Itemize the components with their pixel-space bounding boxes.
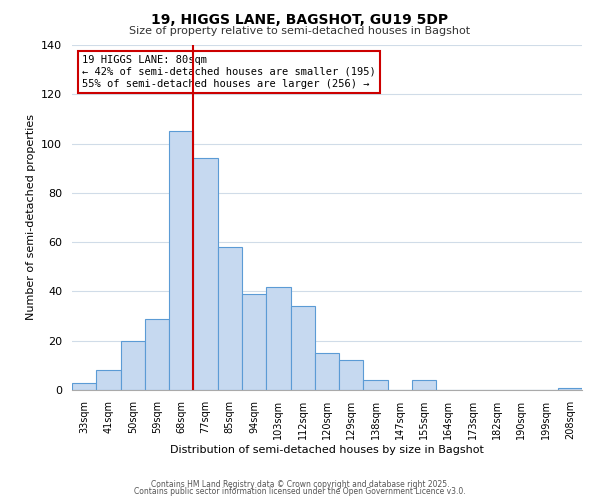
X-axis label: Distribution of semi-detached houses by size in Bagshot: Distribution of semi-detached houses by … — [170, 444, 484, 454]
Text: Size of property relative to semi-detached houses in Bagshot: Size of property relative to semi-detach… — [130, 26, 470, 36]
Bar — [315, 353, 339, 390]
Bar — [242, 294, 266, 390]
Bar — [218, 247, 242, 390]
Text: 19 HIGGS LANE: 80sqm
← 42% of semi-detached houses are smaller (195)
55% of semi: 19 HIGGS LANE: 80sqm ← 42% of semi-detac… — [82, 56, 376, 88]
Bar — [558, 388, 582, 390]
Bar — [364, 380, 388, 390]
Bar — [266, 286, 290, 390]
Bar — [169, 131, 193, 390]
Bar — [290, 306, 315, 390]
Bar — [96, 370, 121, 390]
Text: 19, HIGGS LANE, BAGSHOT, GU19 5DP: 19, HIGGS LANE, BAGSHOT, GU19 5DP — [151, 12, 449, 26]
Bar — [145, 318, 169, 390]
Text: Contains HM Land Registry data © Crown copyright and database right 2025.: Contains HM Land Registry data © Crown c… — [151, 480, 449, 489]
Bar — [412, 380, 436, 390]
Bar — [339, 360, 364, 390]
Bar — [121, 340, 145, 390]
Bar — [72, 382, 96, 390]
Text: Contains public sector information licensed under the Open Government Licence v3: Contains public sector information licen… — [134, 488, 466, 496]
Y-axis label: Number of semi-detached properties: Number of semi-detached properties — [26, 114, 35, 320]
Bar — [193, 158, 218, 390]
